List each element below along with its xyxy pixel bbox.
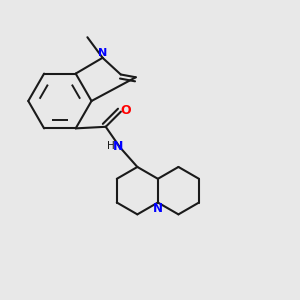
Text: N: N xyxy=(98,48,107,58)
Text: H: H xyxy=(107,141,115,151)
Text: N: N xyxy=(153,202,163,215)
Text: N: N xyxy=(113,140,123,153)
Text: O: O xyxy=(120,104,130,117)
